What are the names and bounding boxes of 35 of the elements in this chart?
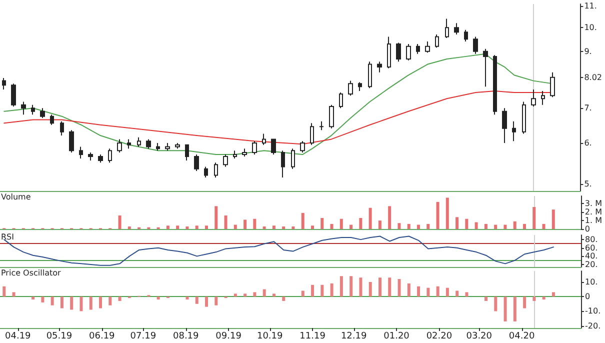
y-tick-label: 5. — [584, 180, 592, 189]
y-tick-label: 6. — [584, 138, 592, 148]
y-tick-label: 10. — [585, 277, 598, 286]
y-tick-label: 40. — [585, 252, 598, 261]
x-tick-label: 03.20 — [466, 332, 492, 342]
x-tick-label: 05.19 — [46, 332, 72, 342]
y-tick-label: 3. M — [584, 199, 602, 208]
x-tick-label: 02.20 — [426, 332, 452, 342]
y-tick-label: 1. M — [584, 216, 602, 226]
y-tick-label: 80. — [585, 235, 598, 244]
x-tick-label: 06.19 — [89, 332, 116, 342]
y-tick-label: 2. M — [584, 208, 602, 217]
y-tick-label: -20. — [585, 321, 601, 330]
y-tick-label: 7. — [584, 104, 592, 113]
y-tick-label: 8.02 — [584, 72, 602, 82]
x-tick-label: 01.20 — [384, 332, 410, 342]
x-tick-label: 08.19 — [172, 332, 200, 342]
x-tick-label: 09.19 — [216, 332, 242, 342]
x-tick-label: 12.19 — [340, 332, 367, 342]
chart-title: Price Oscillator — [1, 268, 62, 278]
y-tick-label: 20. — [585, 260, 598, 270]
y-tick-label: 11. — [584, 2, 597, 11]
y-tick-label: 0 — [585, 292, 590, 302]
chart-title: RSI — [1, 232, 14, 242]
x-tick-label: 11.19 — [300, 332, 326, 342]
x-tick-label: 04.19 — [5, 332, 32, 342]
x-tick-label: 04.20 — [508, 332, 535, 342]
chart-title: Volume — [1, 192, 31, 202]
x-tick-label: 10.19 — [256, 332, 284, 342]
x-tick-label: 07.19 — [130, 332, 156, 342]
y-tick-label: 60. — [585, 243, 598, 252]
y-tick-label: -10. — [585, 306, 601, 316]
y-tick-label: 10. — [584, 23, 597, 32]
y-tick-label: 9. — [584, 46, 592, 56]
y-tick-label: 0 — [584, 224, 590, 234]
